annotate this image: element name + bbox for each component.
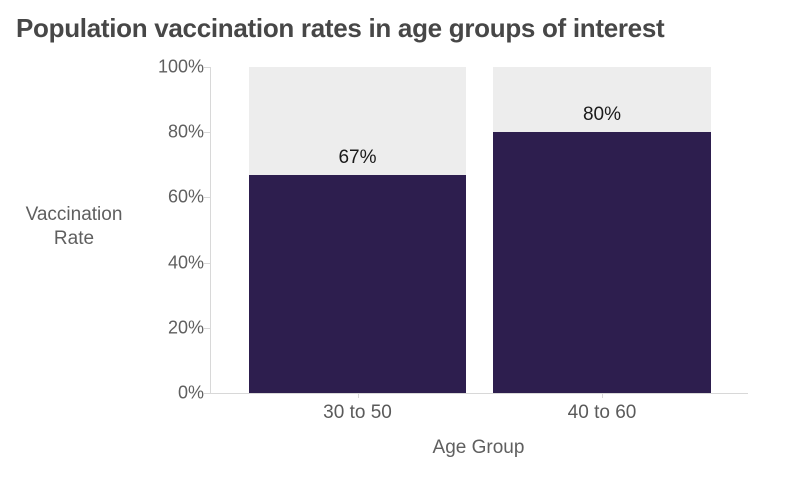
bar-30-to-50[interactable]: 67% [249, 147, 466, 393]
y-tick-label: 20% [167, 317, 204, 338]
bar-value-label: 67% [338, 146, 377, 168]
bar-40-to-60[interactable]: 80% [493, 104, 711, 393]
bar-value-label: 80% [582, 104, 622, 126]
plot-area: 100% 80% 60% 40% 20% 0% 67% 30 t [158, 57, 748, 423]
y-axis-title: Vaccination Rate [25, 204, 123, 249]
y-tick-mark [204, 393, 210, 394]
y-tick-label: 40% [167, 252, 204, 273]
y-tick-mark [204, 197, 210, 199]
y-tick-mark [204, 327, 210, 329]
y-tick-label: 100% [157, 56, 204, 77]
y-tick-mark [204, 67, 210, 68]
y-tick-mark [204, 262, 210, 264]
bar-column-30-to-50: 67% 30 to 50 [249, 67, 466, 423]
y-tick-label: 60% [167, 186, 204, 207]
y-tick-label: 0% [177, 382, 204, 403]
x-category-label: 30 to 50 [323, 402, 392, 423]
x-tick-mark [357, 393, 359, 398]
bar-column-40-to-60: 80% 40 to 60 [493, 67, 711, 423]
x-tick-mark [602, 393, 603, 398]
chart-title: Population vaccination rates in age grou… [16, 13, 665, 43]
y-tick-label: 80% [167, 121, 204, 142]
y-tick-mark [204, 132, 210, 134]
x-category-label: 40 to 60 [567, 402, 637, 423]
x-axis-title: Age Group [432, 437, 525, 458]
